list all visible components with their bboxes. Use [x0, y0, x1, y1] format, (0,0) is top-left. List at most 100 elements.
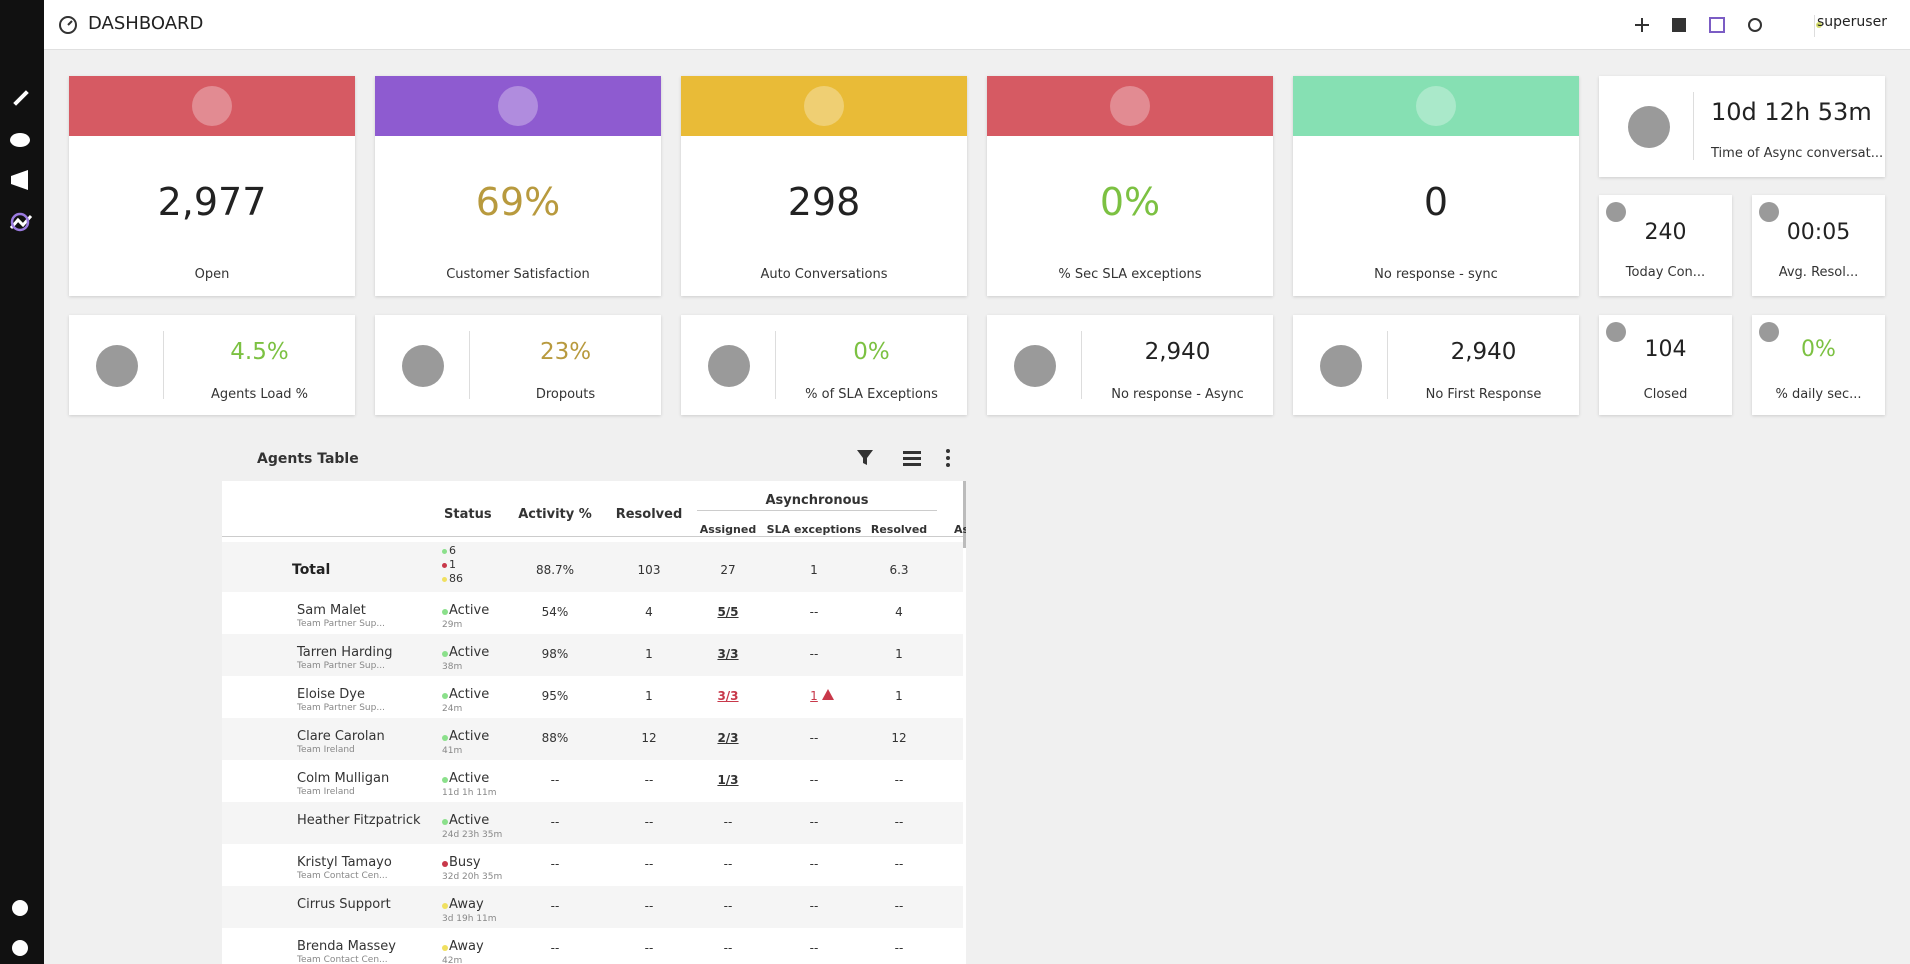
kpi-card: 298 Auto Conversations — [681, 76, 967, 296]
total-cell: 88.7% — [535, 563, 575, 577]
divider — [1693, 92, 1694, 160]
activity-cell: -- — [550, 941, 560, 955]
resolved-cell: 1 — [645, 689, 653, 703]
dashboard-glyph — [59, 16, 77, 34]
divider — [469, 331, 470, 399]
mini-card: 00:05 Avg. Resol... — [1752, 195, 1885, 296]
agent-row[interactable]: Eloise Dye Team Partner Sup... Active 24m 95… — [222, 676, 963, 718]
kpi-label: Customer Satisfaction — [446, 267, 590, 282]
agent-name: Tarren Harding — [297, 645, 393, 660]
mini-value: 240 — [1644, 220, 1687, 245]
status-dot — [442, 903, 448, 909]
mini-card: 0% % daily sec... — [1752, 315, 1885, 415]
kpi-header — [681, 76, 967, 136]
agent-row[interactable]: Cirrus Support Away 3d 19h 11m -- -- -- -- -- — [222, 886, 963, 928]
agent-status: Active — [449, 729, 490, 744]
agent-row[interactable]: Colm Mulligan Team Ireland Active 11d 1h 11… — [222, 760, 963, 802]
assigned-cell: 3/3 — [717, 689, 739, 703]
sla-cell: -- — [809, 899, 819, 913]
agent-row[interactable]: Sam Malet Team Partner Sup... Active 29m 54%… — [222, 592, 963, 634]
status-count: 1 — [449, 558, 456, 571]
resolved-cell: -- — [644, 773, 654, 787]
column-header: Resolved — [615, 507, 683, 522]
status-dot — [442, 861, 448, 867]
stat-card: 2,940 No First Response — [1293, 315, 1579, 415]
agent-team: Team Contact Cen... — [297, 871, 388, 881]
stat-card: 23% Dropouts — [375, 315, 661, 415]
agent-name: Brenda Massey — [297, 939, 396, 954]
chat-icon[interactable] — [10, 133, 30, 147]
status-dot — [442, 777, 448, 783]
agent-row[interactable]: Heather Fitzpatrick Active 24d 23h 35m -- --… — [222, 802, 963, 844]
status-dot — [442, 735, 448, 741]
divider — [163, 331, 164, 399]
agent-row[interactable]: Tarren Harding Team Partner Sup... Active 3… — [222, 634, 963, 676]
status-dot — [442, 693, 448, 699]
user-menu[interactable]: superuser — [1817, 14, 1887, 30]
stat-card: 4.5% Agents Load % — [69, 315, 355, 415]
async-resolved-cell: -- — [894, 857, 904, 871]
team-icon[interactable] — [12, 900, 28, 916]
assigned-cell: -- — [723, 941, 733, 955]
more-button[interactable] — [946, 449, 950, 467]
agent-team: Team Contact Cen... — [297, 955, 388, 964]
status-count: 86 — [449, 572, 463, 585]
stat-value: 2,940 — [1450, 339, 1517, 365]
kpi-icon — [1416, 86, 1456, 126]
agent-status: Active — [449, 771, 490, 786]
add-widget-button[interactable] — [1672, 18, 1686, 32]
assigned-cell: -- — [723, 815, 733, 829]
subcolumn-header: As — [954, 523, 966, 536]
async-resolved-cell: -- — [894, 815, 904, 829]
dashboard-icon[interactable] — [10, 212, 30, 232]
agent-row[interactable]: Kristyl Tamayo Team Contact Cen... Busy 32d… — [222, 844, 963, 886]
filter-button[interactable] — [857, 450, 873, 465]
subcolumn-header: Resolved — [870, 523, 928, 536]
kpi-icon — [1110, 86, 1150, 126]
async-resolved-cell: 4 — [895, 605, 903, 619]
async-resolved-cell: -- — [894, 941, 904, 955]
add-button[interactable] — [1635, 18, 1649, 32]
divider — [1081, 331, 1082, 399]
resolved-cell: 1 — [645, 647, 653, 661]
toolbar — [1635, 17, 1822, 33]
campaign-icon[interactable] — [11, 170, 28, 190]
warning-icon — [822, 689, 834, 700]
kpi-header — [375, 76, 661, 136]
activity-cell: 88% — [541, 731, 569, 745]
edit-icon[interactable] — [13, 90, 29, 106]
status-duration: 11d 1h 11m — [442, 788, 497, 798]
mini-card: 240 Today Con... — [1599, 195, 1732, 296]
columns-button[interactable] — [903, 451, 921, 466]
activity-cell: 95% — [541, 689, 569, 703]
stat-icon — [708, 345, 750, 387]
agent-name: Heather Fitzpatrick — [297, 813, 421, 828]
kpi-header — [69, 76, 355, 136]
sidebar-icons — [9, 90, 33, 956]
resolved-cell: 12 — [641, 731, 657, 745]
column-header: Status — [444, 507, 492, 522]
activity-cell: -- — [550, 773, 560, 787]
kpi-value: 69% — [475, 180, 561, 224]
kpi-icon — [192, 86, 232, 126]
agent-row[interactable]: Brenda Massey Team Contact Cen... Away 42m -… — [222, 928, 963, 964]
column-header: Activity % — [518, 507, 592, 522]
agent-status: Busy — [449, 855, 481, 870]
sidebar — [0, 0, 44, 964]
time-value: 10d 12h 53m — [1711, 98, 1872, 126]
kpi-label: % Sec SLA exceptions — [1058, 267, 1202, 282]
status-dot — [442, 609, 448, 615]
settings-icon[interactable] — [12, 940, 28, 956]
stat-icon — [402, 345, 444, 387]
refresh-button[interactable] — [1748, 18, 1762, 32]
agent-row[interactable]: Clare Carolan Team Ireland Active 41m 88% 12 2… — [222, 718, 963, 760]
status-count: 6 — [449, 544, 456, 557]
save-button[interactable] — [1709, 17, 1725, 33]
sla-cell: -- — [809, 605, 819, 619]
status-duration: 32d 20h 35m — [442, 872, 503, 882]
activity-cell: -- — [550, 899, 560, 913]
agent-name: Cirrus Support — [297, 897, 391, 912]
assigned-cell: 1/3 — [717, 773, 739, 787]
kpi-card: 69% Customer Satisfaction — [375, 76, 661, 296]
